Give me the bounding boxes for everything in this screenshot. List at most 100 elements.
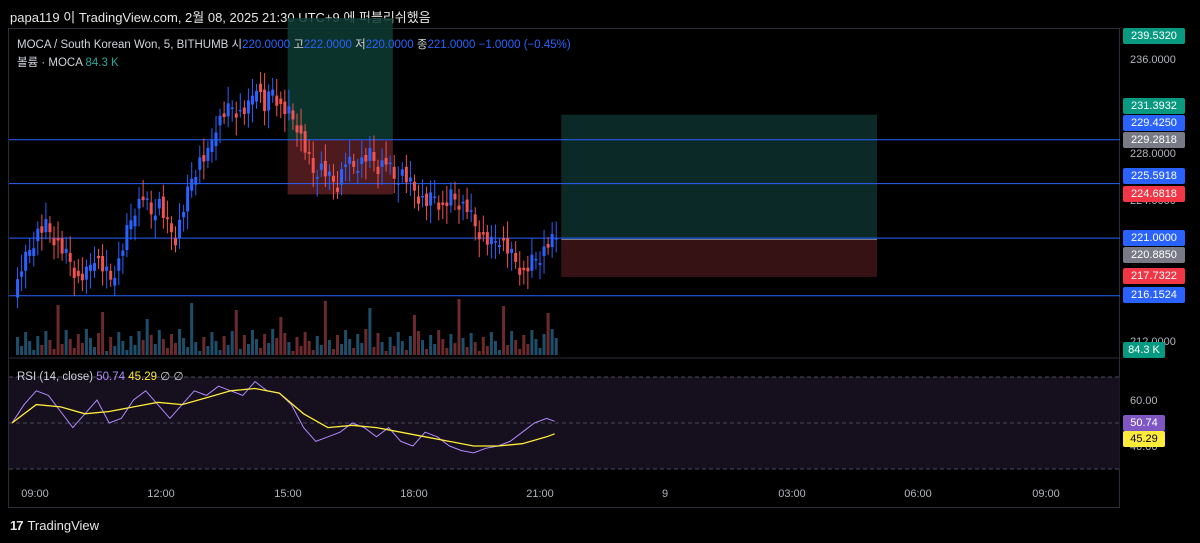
candle-body <box>76 270 80 277</box>
candle-body <box>441 202 445 205</box>
volume-bar <box>250 330 254 355</box>
volume-bar <box>530 330 534 355</box>
volume-tag: 84.3 K <box>1123 342 1165 358</box>
candle-body <box>311 157 315 173</box>
volume-bar <box>218 350 222 355</box>
candle-body <box>352 160 356 167</box>
volume-bar <box>498 350 501 355</box>
candle-body <box>388 162 392 165</box>
price-tag: 217.7322 <box>1123 268 1185 284</box>
volume-bar <box>331 349 335 355</box>
time-tick: 09:00 <box>21 488 49 500</box>
candle-body <box>242 107 246 115</box>
candle-body <box>198 157 202 170</box>
volume-bar <box>137 331 141 355</box>
volume-bar <box>303 332 307 355</box>
volume-bar <box>542 334 546 355</box>
candle-body <box>153 215 157 221</box>
candle-body <box>97 255 101 259</box>
candle-body <box>230 107 234 109</box>
tradingview-logo-icon: 17 <box>10 518 24 533</box>
volume-bar <box>291 351 295 355</box>
volume-bar <box>226 345 230 355</box>
volume-legend: 볼륨 · MOCA 84.3 K <box>17 54 119 70</box>
candle-body <box>477 232 481 240</box>
volume-bar <box>198 351 202 355</box>
volume-bar <box>319 345 323 355</box>
candle-body <box>255 90 258 102</box>
candle-body <box>149 202 153 215</box>
candle-body <box>340 169 344 185</box>
volume-bar <box>97 333 101 355</box>
rsi-ma-line <box>11 387 555 447</box>
candle-body <box>109 270 113 280</box>
volume-bar <box>267 343 271 355</box>
candle-body <box>287 106 291 114</box>
candle-body <box>93 263 96 271</box>
candle-body <box>88 264 92 271</box>
volume-bar <box>109 337 113 355</box>
volume-bar <box>502 306 506 355</box>
candle-body <box>295 125 299 133</box>
volume-bar <box>206 346 210 355</box>
volume-bar <box>506 345 510 355</box>
volume-bar <box>457 299 461 355</box>
candle-body <box>384 157 388 165</box>
price-tick: 236.0000 <box>1130 54 1176 66</box>
volume-bar <box>287 342 291 355</box>
candle-body <box>493 241 497 243</box>
volume-bar <box>68 339 72 355</box>
volume-bar <box>445 348 449 355</box>
candle-body <box>250 95 254 105</box>
tradingview-logo[interactable]: 17 TradingView <box>10 518 99 533</box>
candle-body <box>368 147 372 161</box>
volume-bar <box>161 339 165 355</box>
candle-body <box>469 210 473 212</box>
volume-bar <box>230 331 234 355</box>
volume-bar <box>352 348 356 355</box>
symbol-name[interactable]: MOCA / South Korean Won, 5, BITHUMB <box>17 39 229 51</box>
volume-bar <box>157 330 161 355</box>
candle-body <box>485 232 489 245</box>
candle-body <box>101 255 105 272</box>
candle-body <box>263 89 267 112</box>
volume-bar <box>259 348 263 355</box>
candle-body <box>291 110 295 120</box>
rsi-ma-value: 45.29 <box>128 371 158 383</box>
volume-bar <box>153 344 157 355</box>
candle-body <box>554 238 558 240</box>
price-tag: 224.6818 <box>1123 186 1185 202</box>
candle-body <box>303 131 307 153</box>
volume-bar <box>461 338 465 355</box>
candle-body <box>376 166 380 174</box>
volume-label[interactable]: 볼륨 · MOCA <box>17 57 83 69</box>
volume-bar <box>538 348 542 355</box>
candle-body <box>336 187 339 192</box>
candle-body <box>169 223 173 233</box>
volume-bar <box>222 336 226 355</box>
open-label: 시 <box>231 39 243 51</box>
rsi-label[interactable]: RSI (14, close) <box>17 371 94 383</box>
volume-bar <box>84 329 88 355</box>
volume-bar <box>28 341 32 355</box>
volume-bar <box>76 334 80 355</box>
volume-bar <box>52 349 56 355</box>
volume-bar <box>534 339 538 355</box>
candle-body <box>489 236 493 245</box>
candle-body <box>538 263 542 265</box>
candle-body <box>449 189 453 206</box>
volume-bar <box>105 351 109 355</box>
candle-body <box>105 266 109 271</box>
volume-bar <box>44 331 48 355</box>
volume-bar <box>275 338 279 355</box>
volume-bar <box>550 329 554 355</box>
candle-body <box>299 125 303 134</box>
candle-body <box>400 169 404 176</box>
candle-body <box>417 196 420 204</box>
volume-bar <box>449 334 453 355</box>
candle-body <box>157 198 161 209</box>
volume-bar <box>149 335 153 355</box>
time-tick: 21:00 <box>526 488 554 500</box>
candle-body <box>510 248 514 253</box>
